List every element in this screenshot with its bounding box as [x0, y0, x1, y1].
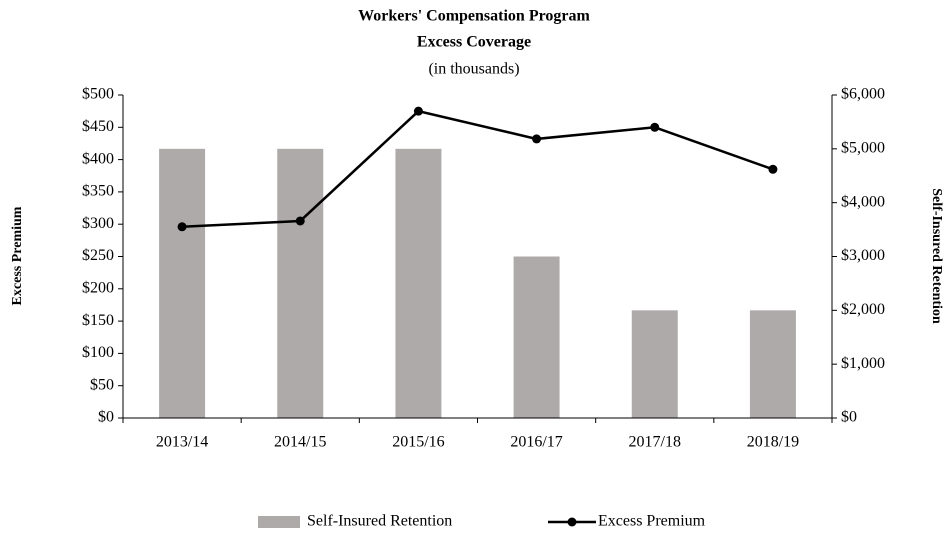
bar — [159, 148, 206, 419]
bar — [513, 256, 560, 418]
line-marker — [532, 134, 542, 144]
y-tick-label: $300 — [82, 215, 114, 232]
line — [182, 109, 774, 229]
y2-tick-label: $0 — [841, 409, 857, 426]
y-axis-label: Excess Premium — [10, 206, 25, 305]
chart-annotation: (in thousands) — [428, 61, 519, 78]
y2-tick-label: $1,000 — [841, 355, 885, 372]
y-tick-label: $450 — [82, 118, 114, 135]
x-tick-label: 2018/19 — [747, 434, 799, 451]
line-marker — [177, 222, 187, 232]
y2-tick-label: $4,000 — [841, 193, 885, 210]
y2-tick-label: $6,000 — [841, 86, 885, 103]
legend-swatch — [258, 516, 300, 528]
y2-axis-label: Self-Insured Retention — [929, 188, 944, 324]
legend-marker — [567, 517, 577, 527]
x-tick-label: 2017/18 — [629, 434, 681, 451]
y2-tick-label: $3,000 — [841, 247, 885, 264]
bar — [395, 148, 442, 419]
legend-label: Self-Insured Retention — [307, 513, 452, 530]
y2-tick-label: $2,000 — [841, 301, 885, 318]
bar — [749, 310, 796, 418]
y-tick-label: $0 — [98, 409, 114, 426]
x-tick-label: 2014/15 — [274, 434, 326, 451]
line-marker — [650, 122, 660, 132]
line-marker — [295, 216, 305, 226]
y-tick-label: $150 — [82, 312, 114, 329]
y-tick-label: $100 — [82, 344, 114, 361]
line-marker — [413, 106, 423, 116]
y-tick-label: $400 — [82, 150, 114, 167]
y-tick-label: $200 — [82, 279, 114, 296]
y-tick-label: $250 — [82, 247, 114, 264]
y2-tick-label: $5,000 — [841, 140, 885, 157]
y-tick-label: $50 — [90, 376, 114, 393]
bar — [631, 310, 678, 418]
y-tick-label: $350 — [82, 183, 114, 200]
bar — [277, 148, 324, 419]
x-tick-label: 2016/17 — [510, 434, 562, 451]
x-tick-label: 2015/16 — [392, 434, 444, 451]
chart-subtitle: Excess Coverage — [417, 34, 531, 51]
line-marker — [768, 164, 778, 174]
chart-title: Workers' Compensation Program — [358, 8, 590, 25]
x-tick-label: 2013/14 — [156, 434, 208, 451]
y-tick-label: $500 — [82, 86, 114, 103]
legend-label: Excess Premium — [598, 513, 706, 530]
